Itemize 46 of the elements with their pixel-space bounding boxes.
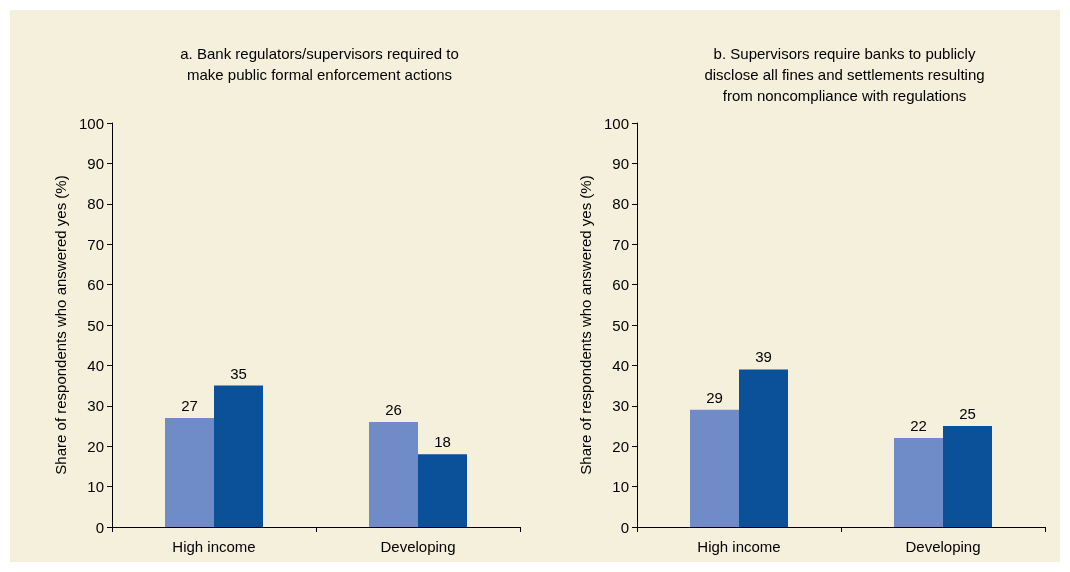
data-label: 39: [755, 348, 772, 366]
y-tick-label: 50: [612, 316, 629, 334]
bar: [418, 454, 467, 527]
x-tick-label: High income: [697, 538, 781, 555]
data-label: 29: [706, 388, 723, 406]
data-label: 26: [385, 400, 402, 418]
chart-title: a. Bank regulators/supervisors required to make public formal enforcement actions: [180, 45, 459, 83]
y-tick-label: 70: [612, 235, 629, 253]
y-tick-label: 40: [612, 356, 629, 374]
y-tick-label: 90: [612, 154, 629, 172]
y-axis-title: Share of respondents who answered yes (%): [52, 175, 70, 475]
y-tick-label: 40: [87, 356, 104, 374]
y-axis-title: Share of respondents who answered yes (%): [577, 175, 595, 475]
data-label: 25: [959, 405, 976, 422]
bar: [165, 417, 214, 527]
y-tick-label: 20: [87, 437, 104, 455]
bar: [943, 426, 992, 527]
x-tick-label: Developing: [905, 538, 981, 555]
bar: [369, 421, 418, 527]
y-tick-label: 60: [87, 276, 104, 294]
data-label: 22: [910, 417, 927, 435]
bar: [739, 369, 788, 527]
x-tick-label: Developing: [380, 538, 456, 555]
y-tick-label: 30: [612, 397, 629, 415]
y-tick-label: 10: [87, 478, 104, 496]
data-label: 27: [181, 396, 198, 414]
y-tick-label: 100: [603, 114, 629, 132]
y-tick-label: 10: [612, 478, 629, 496]
y-tick-label: 70: [87, 235, 104, 253]
y-tick-label: 100: [78, 114, 104, 132]
data-label: 35: [230, 364, 247, 382]
x-tick-label: High income: [172, 538, 256, 555]
y-tick-label: 20: [612, 437, 629, 455]
y-tick-label: 80: [87, 195, 104, 213]
y-tick-label: 80: [612, 195, 629, 213]
bar: [690, 409, 739, 527]
y-tick-label: 50: [87, 316, 104, 334]
y-tick-label: 30: [87, 397, 104, 415]
y-tick-label: 0: [95, 518, 104, 536]
y-tick-label: 90: [87, 154, 104, 172]
y-tick-label: 0: [620, 518, 629, 536]
chart-title: b. Supervisors require banks to publicly disclose all fines and settlements resulting from noncompliance with regulations: [704, 45, 985, 104]
bar: [214, 385, 263, 527]
y-tick-label: 60: [612, 276, 629, 294]
bar: [894, 438, 943, 527]
data-label: 18: [434, 433, 451, 451]
